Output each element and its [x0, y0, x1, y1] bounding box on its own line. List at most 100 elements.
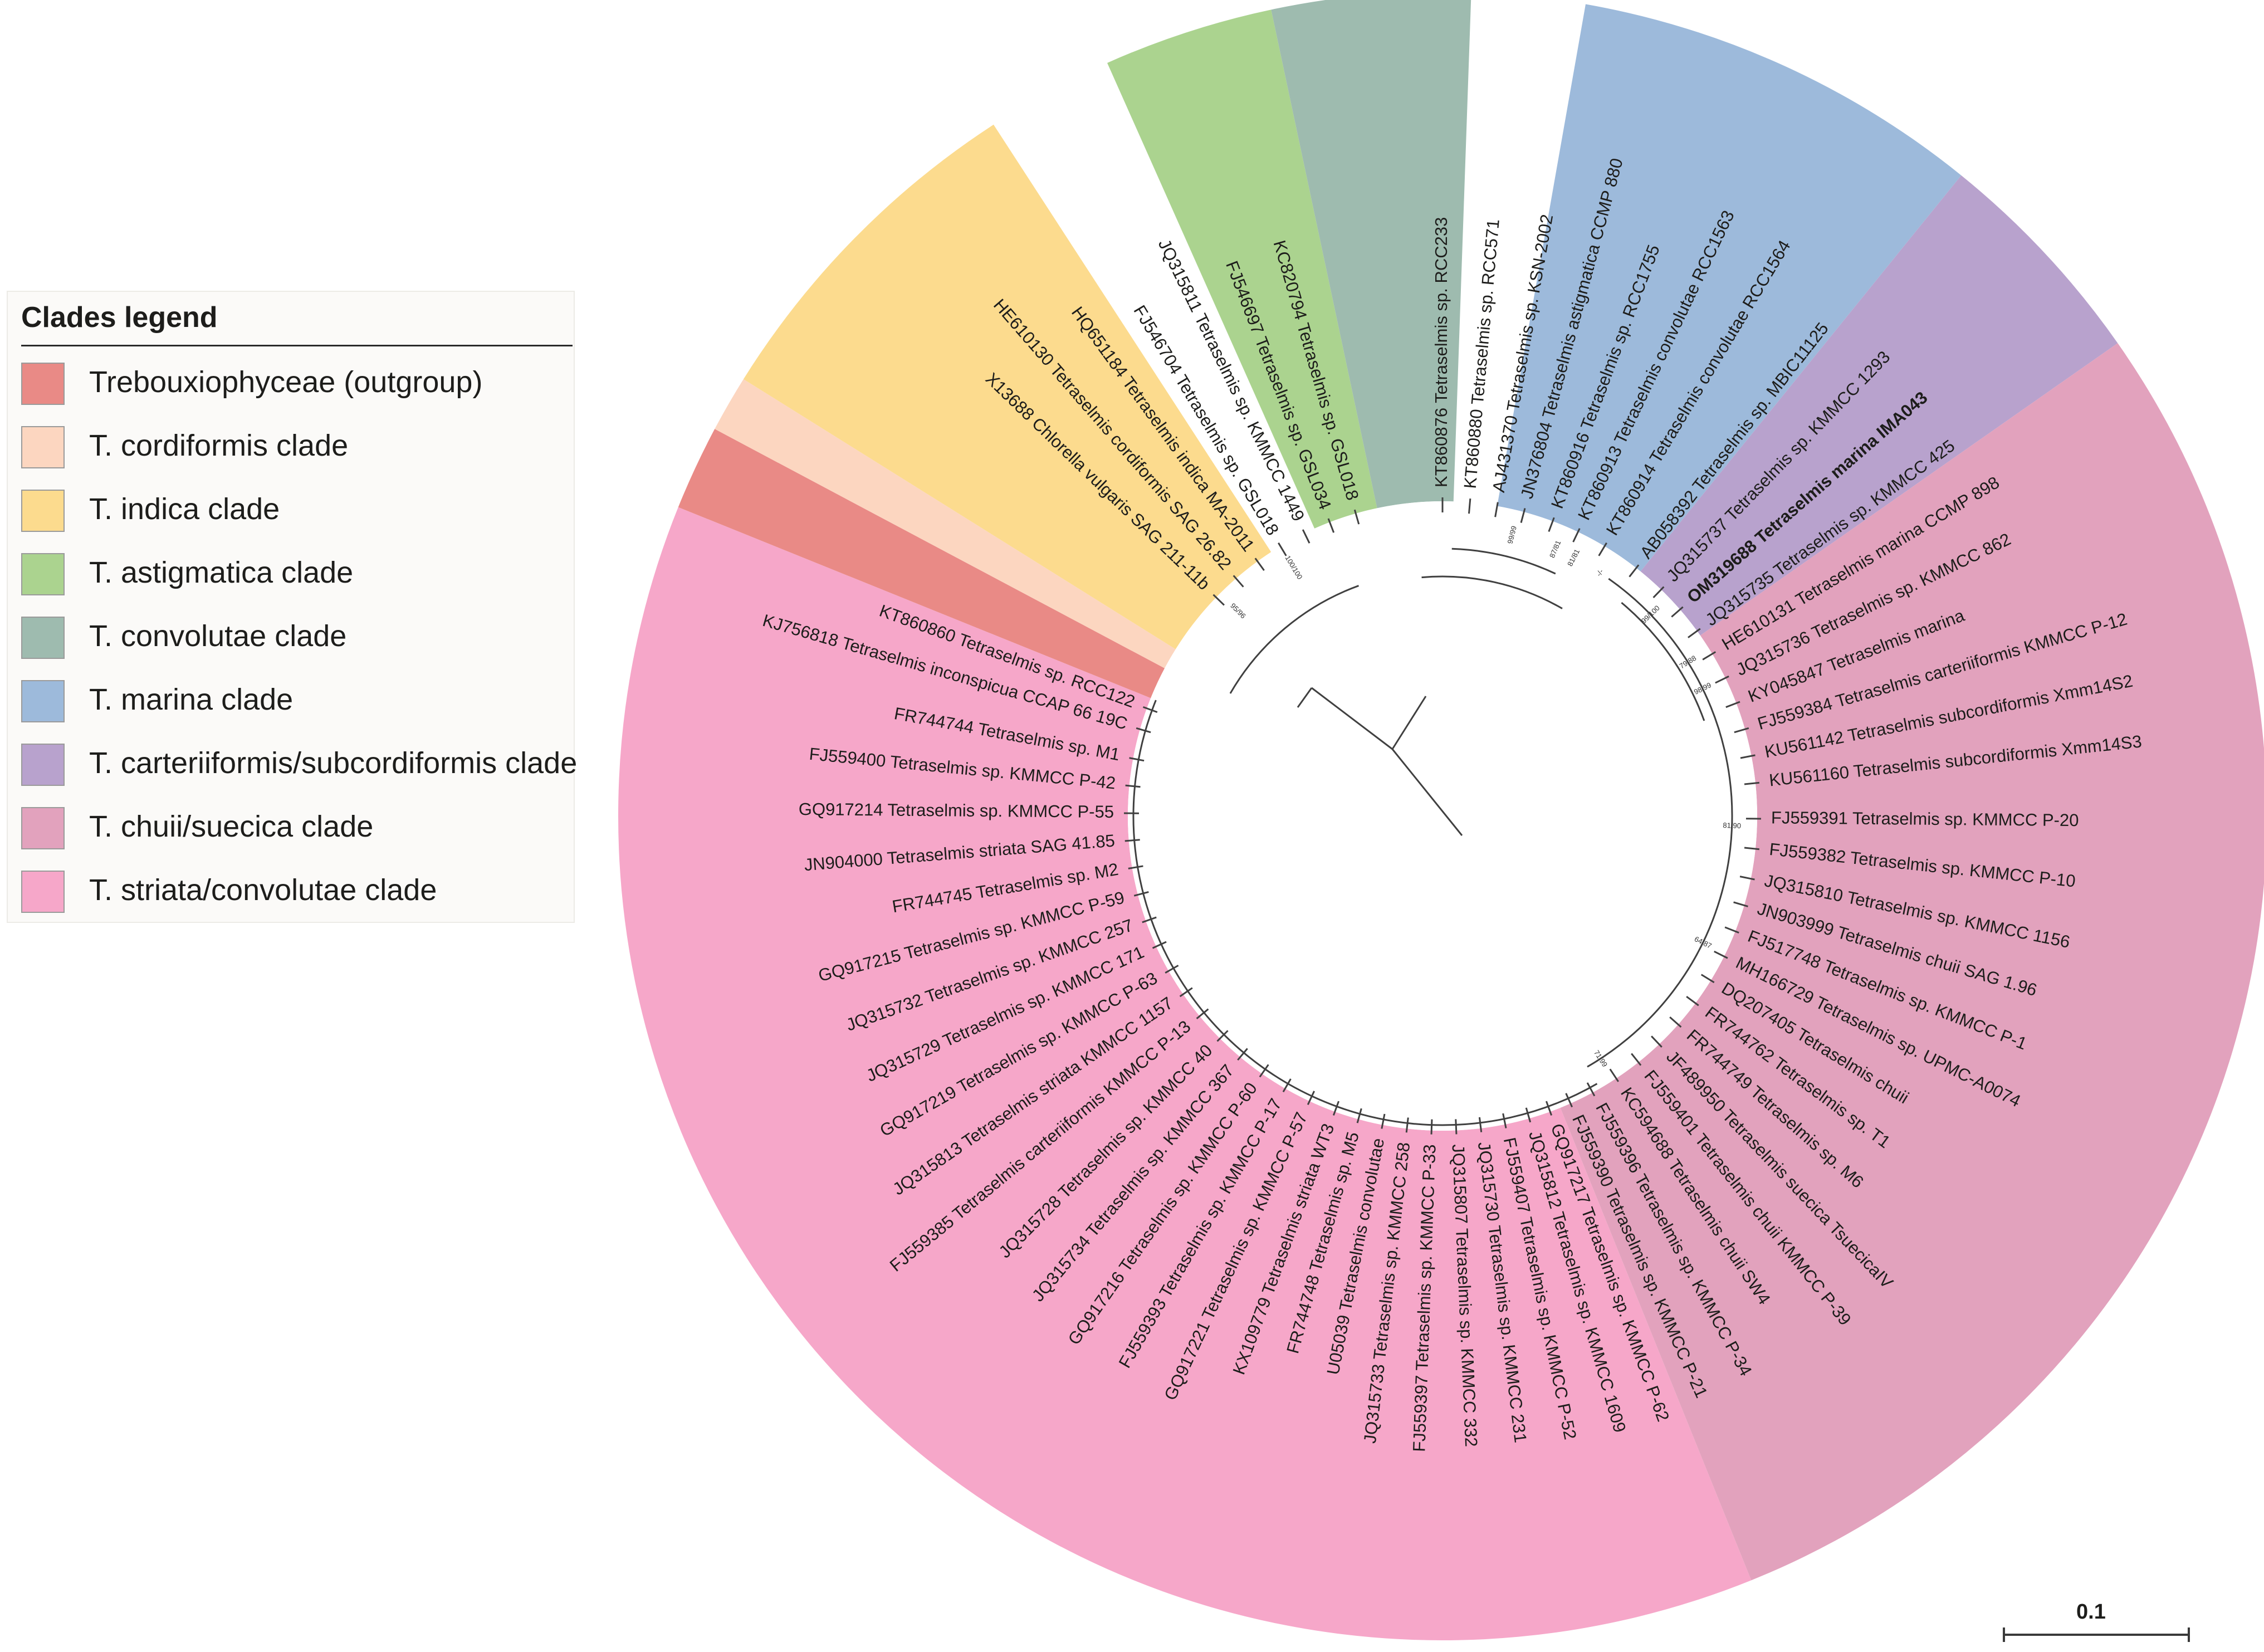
tip-branch — [1233, 575, 1244, 588]
tip-label: FJ559391 Tetraselmis sp. KMMCC P-20 — [1771, 808, 2079, 830]
tip-branch — [1353, 509, 1360, 525]
tip-branch — [1302, 529, 1311, 544]
tip-branch — [1356, 1108, 1362, 1123]
tip-branch — [1124, 839, 1140, 842]
backbone-arc — [1451, 548, 1556, 575]
clade-sector-cordiformis — [715, 379, 1176, 668]
legend-swatch — [21, 363, 65, 405]
tip-branch — [1631, 1053, 1642, 1066]
tip-branch — [1494, 502, 1499, 517]
tip-branch — [1669, 1016, 1682, 1028]
tip-branch — [1478, 1117, 1483, 1132]
clade-sector-trebouxio — [678, 429, 1165, 698]
backbone-arc — [1229, 585, 1360, 694]
internal-branch — [1311, 687, 1393, 750]
clade-sectors — [618, 0, 2264, 1641]
tip-branch — [1724, 926, 1739, 934]
backbone-arc — [1621, 602, 1705, 721]
tip-branch — [1739, 876, 1755, 881]
legend-swatch — [21, 490, 65, 532]
tip-branch — [1651, 1035, 1662, 1048]
tip-branch — [1502, 1113, 1507, 1128]
internal-branch — [1391, 696, 1427, 750]
bootstrap-value: 81/90 — [1723, 821, 1741, 830]
scale-bar-label: 0.1 — [2076, 1600, 2106, 1624]
legend-swatch — [21, 744, 65, 786]
tip-branch — [1598, 542, 1607, 556]
legend-label: T. chuii/suecica clade — [89, 810, 374, 843]
tip-branch — [1702, 651, 1717, 661]
tip-branch — [1307, 1091, 1316, 1106]
root-branch — [1391, 749, 1463, 836]
tip-branch — [1327, 518, 1335, 533]
clade-sector-striata — [618, 507, 1752, 1641]
clade-sector-indica — [743, 124, 1272, 649]
outgroup-branch — [1297, 687, 1313, 708]
legend-label: T. indica clade — [89, 492, 280, 526]
tip-branch — [1744, 781, 1760, 785]
tip-branch — [1129, 757, 1145, 762]
legend-label: T. astigmatica clade — [89, 556, 354, 589]
tip-branch — [1332, 1101, 1340, 1116]
tip-branch — [1237, 1048, 1248, 1061]
tip-branch — [1652, 586, 1665, 599]
clade-sector-astigmatica — [1107, 9, 1377, 529]
tip-branch — [1525, 1107, 1532, 1123]
tip-branch — [1629, 564, 1640, 578]
tip-branch — [1545, 1101, 1553, 1116]
tip-branch — [1216, 1030, 1229, 1042]
tip-branch — [1586, 1082, 1596, 1097]
tip-branch — [1572, 528, 1581, 542]
tip-branch — [1468, 498, 1471, 514]
legend-swatch — [21, 553, 65, 595]
legend-label: T. convolutae clade — [89, 619, 347, 653]
legend-label: T. striata/convolutae clade — [89, 873, 437, 907]
tip-branch — [1212, 594, 1225, 606]
clades-legend: Clades legend Trebouxiophyceae (outgroup… — [7, 291, 578, 923]
tip-branch — [1725, 701, 1740, 708]
tip-label: KT860876 Tetraselmis sp. RCC233 — [1431, 217, 1451, 487]
legend-swatch — [21, 871, 65, 913]
backbone-arc — [1132, 700, 1598, 1126]
tip-branch — [1609, 1068, 1619, 1082]
scale-bar — [2003, 1627, 2190, 1642]
tip-branch — [1744, 847, 1760, 851]
tree-center-disc — [1128, 501, 1757, 1131]
tip-branch — [1142, 706, 1158, 713]
tip-branch — [1179, 987, 1193, 998]
tip-branch — [1565, 1093, 1573, 1108]
tip-branch — [1714, 950, 1728, 959]
legend-swatch — [21, 426, 65, 468]
tip-branch — [1671, 606, 1684, 618]
clade-sector-marina — [1497, 4, 1962, 571]
tip-branch — [1196, 1008, 1209, 1019]
tip-branch — [1136, 727, 1151, 734]
legend-label: T. carteriiformis/subcordiformis clade — [89, 746, 578, 780]
tip-branch — [1254, 558, 1265, 571]
tip-branch — [1686, 995, 1699, 1006]
tip-branch — [1259, 1064, 1269, 1078]
tip-branch — [1125, 784, 1141, 788]
tip-branch — [1152, 941, 1167, 949]
tip-branch — [1700, 974, 1715, 984]
tree-branches — [1124, 497, 1761, 1135]
legend-label: T. marina clade — [89, 683, 294, 716]
tip-branch — [1430, 1119, 1433, 1135]
tip-branch — [1278, 542, 1287, 556]
tip-branch — [1734, 727, 1749, 734]
backbone-arc — [1421, 575, 1563, 609]
tip-branch — [1133, 891, 1149, 897]
tip-branch — [1715, 675, 1729, 684]
tip-branch — [1282, 1078, 1292, 1093]
tip-branch — [1128, 865, 1143, 869]
tip-branch — [1142, 916, 1157, 923]
backbone-arc — [1587, 578, 1733, 1068]
clade-sector-chuii — [1560, 343, 2264, 1581]
legend-divider — [21, 345, 573, 346]
clade-sector-convolutae — [1271, 0, 1471, 509]
legend-swatch — [21, 807, 65, 849]
tip-branch — [1405, 1117, 1409, 1133]
legend-swatch — [21, 617, 65, 659]
clade-sector-carteriiformis — [1640, 175, 2118, 636]
